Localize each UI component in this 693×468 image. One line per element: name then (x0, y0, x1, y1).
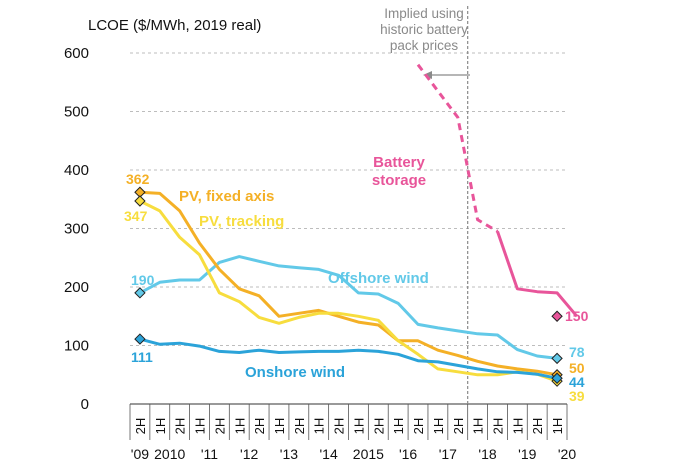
annotation-text: pack prices (390, 38, 459, 53)
y-axis-title: LCOE ($/MWh, 2019 real) (88, 17, 261, 34)
x-axis: 2H 1H 2H 1H 2H 1H 2H 1H 2H 1H 2H 1H 2H 1H 2H 1H 2H 1H 2H 1H… (129, 404, 576, 462)
x-half-label: 2H (252, 418, 267, 435)
battery-storage-end-value: 150 (565, 308, 589, 324)
x-half-label: 2H (173, 418, 188, 435)
annotation-text: historic battery (380, 22, 468, 37)
x-year-label: '17 (439, 446, 457, 462)
x-half-label: 1H (471, 418, 486, 435)
battery-storage-label: Battery (373, 154, 425, 171)
x-half-label: 2H (212, 418, 227, 435)
x-year-label: '18 (478, 446, 496, 462)
x-year-label: '12 (240, 446, 258, 462)
pv-tracking-line (139, 199, 558, 383)
onshore-wind-end-value: 44 (569, 374, 585, 390)
x-half-label: 1H (510, 418, 525, 435)
x-half-label: 1H (312, 418, 327, 435)
battery-storage-line (496, 230, 579, 318)
y-tick-label: 400 (64, 162, 89, 179)
x-year-label: '09 (131, 446, 149, 462)
pv-tracking-start-marker (134, 195, 146, 207)
battery-storage-end-marker (551, 310, 563, 322)
pv-fixed-axis-label: PV, fixed axis (179, 188, 274, 205)
y-tick-label: 500 (64, 104, 89, 121)
pv-tracking-start-value: 347 (124, 208, 148, 224)
y-tick-label: 300 (64, 221, 89, 238)
x-half-label: 1H (550, 418, 565, 435)
x-half-label: 1H (391, 418, 406, 435)
x-half-label: 1H (232, 418, 247, 435)
x-half-label: 2H (332, 418, 347, 435)
x-half-label: 2H (371, 418, 386, 435)
x-half-label: 1H (153, 418, 168, 435)
x-half-label: 2H (133, 418, 148, 435)
x-year-label: '20 (558, 446, 576, 462)
pv-tracking-label: PV, tracking (199, 213, 284, 230)
x-half-label: 1H (431, 418, 446, 435)
onshore-wind-start-value: 111 (131, 349, 153, 365)
series-lines (134, 63, 579, 387)
battery-storage-label: storage (372, 172, 426, 189)
y-tick-label: 0 (81, 396, 89, 413)
onshore-wind-end-marker (551, 372, 563, 384)
x-year-label: '19 (518, 446, 536, 462)
y-tick-label: 100 (64, 338, 89, 355)
offshore-wind-start-value: 190 (131, 272, 155, 288)
annotation-text: Implied using (384, 6, 464, 21)
battery-storage-dashed-line (416, 63, 499, 233)
y-tick-label: 200 (64, 279, 89, 296)
x-year-label: '11 (201, 446, 218, 462)
offshore-wind-start-marker (134, 287, 146, 299)
onshore-wind-start-marker (134, 333, 146, 345)
x-year-label: '14 (320, 446, 338, 462)
x-half-label: 1H (272, 418, 287, 435)
pv-fixed-axis-end-value: 50 (569, 360, 585, 376)
y-tick-label: 600 (64, 45, 89, 62)
x-half-label: 1H (193, 418, 208, 435)
x-year-label: '16 (399, 446, 417, 462)
onshore-wind-line (139, 337, 558, 380)
x-year-label: '13 (280, 446, 298, 462)
offshore-wind-end-value: 78 (569, 344, 585, 360)
x-half-label: 2H (530, 418, 545, 435)
pv-fixed-axis-line (139, 190, 558, 377)
x-half-label: 2H (490, 418, 505, 435)
y-axis: 0 100 200 300 400 500 600 (64, 45, 89, 413)
onshore-wind-label: Onshore wind (245, 364, 345, 381)
offshore-wind-end-marker (551, 352, 563, 365)
x-half-label: 2H (292, 418, 307, 435)
x-year-label: 2015 (353, 446, 384, 462)
pv-fixed-axis-start-value: 362 (126, 171, 150, 187)
x-half-label: 1H (351, 418, 366, 435)
x-year-label: 2010 (154, 446, 185, 462)
x-half-label: 2H (451, 418, 466, 435)
x-half-label: 2H (411, 418, 426, 435)
offshore-wind-label: Offshore wind (328, 270, 429, 287)
pv-tracking-end-value: 39 (569, 388, 585, 404)
